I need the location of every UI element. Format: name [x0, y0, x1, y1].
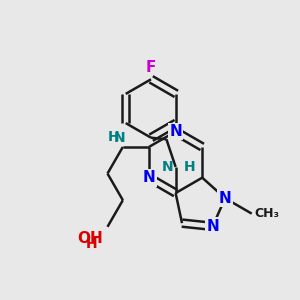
Text: N: N	[142, 170, 155, 185]
Text: H: H	[108, 130, 120, 144]
Text: N: N	[206, 219, 219, 234]
Text: F: F	[146, 60, 156, 75]
Text: N: N	[219, 191, 232, 206]
Text: CH₃: CH₃	[255, 207, 280, 220]
Text: N: N	[169, 124, 182, 139]
Text: H: H	[85, 237, 97, 251]
Text: OH: OH	[78, 231, 104, 246]
Text: H: H	[184, 160, 195, 174]
Text: N: N	[162, 160, 174, 174]
Text: N: N	[113, 131, 125, 145]
